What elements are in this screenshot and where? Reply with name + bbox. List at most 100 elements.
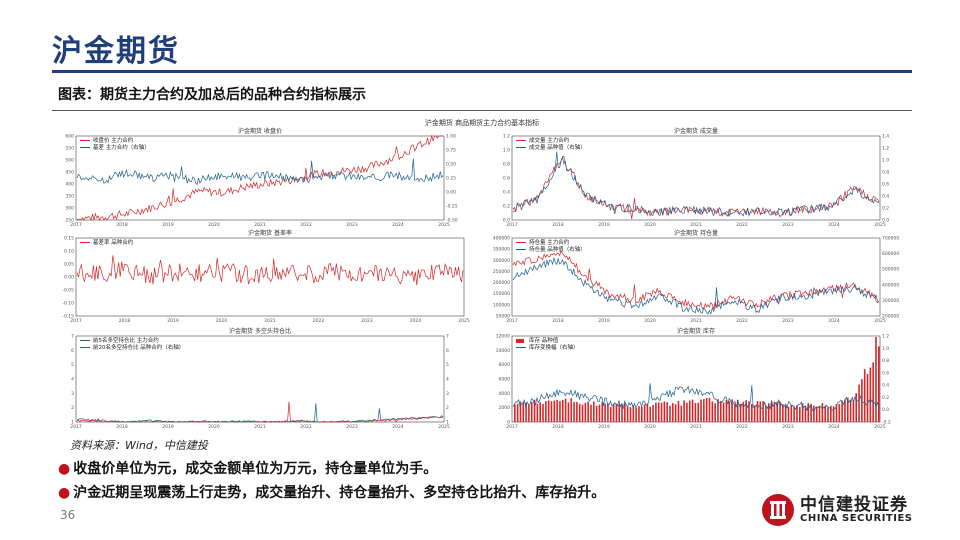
x-tick: 2023: [346, 424, 358, 430]
slide-title: 沪金期货: [52, 34, 180, 69]
inventory-bar: [559, 401, 561, 422]
series-line: [76, 158, 444, 186]
x-tick: 2018: [119, 318, 131, 324]
inventory-bar: [719, 401, 722, 422]
inventory-bar: [514, 404, 516, 422]
x-tick: 2023: [361, 318, 373, 324]
inventory-bar: [739, 404, 742, 422]
logo-name-en: CHINA SECURITIES: [800, 513, 913, 524]
inventory-bar: [762, 401, 764, 422]
legend-label: 库存变换幅（右轴）: [529, 343, 579, 351]
inventory-bar: [748, 401, 750, 422]
inventory-bar: [708, 397, 711, 422]
bullet-2: ● 沪金近期呈现震荡上行走势，成交量抬升、持仓量抬升、多空持仓比抬升、库存抬升。: [58, 482, 605, 502]
inventory-bar: [669, 405, 671, 422]
x-tick: 2024: [828, 222, 840, 228]
inventory-bar: [714, 403, 716, 422]
y-tick-left: 4000: [499, 391, 511, 397]
inventory-bar: [522, 401, 525, 422]
y-tick-left: -0.05: [62, 288, 74, 294]
y-tick-left: 6000: [499, 377, 511, 383]
bullet-1: ● 收盘价单位为元，成交金额单位为万元，持仓量单位为手。: [58, 458, 437, 478]
y-tick-right: 0.00: [446, 190, 456, 196]
y-tick-right: 0.4: [882, 383, 889, 389]
x-tick: 2022: [300, 424, 312, 430]
x-tick: 2019: [162, 424, 174, 430]
y-tick-right: 1: [446, 420, 449, 426]
y-tick-left: -0.10: [62, 301, 74, 307]
legend-label: 成交量 主力合约: [529, 136, 570, 144]
y-tick-right: 600000: [882, 251, 899, 257]
inventory-bar: [553, 400, 556, 422]
x-tick: 2017: [70, 424, 82, 430]
inventory-bar: [666, 402, 668, 422]
inventory-bar: [525, 402, 527, 422]
inventory-bar: [688, 400, 691, 422]
inventory-bar: [841, 400, 843, 422]
y-tick-right: 1.4: [882, 134, 889, 140]
inventory-bar: [657, 402, 660, 422]
x-tick: 2022: [313, 318, 325, 324]
x-tick: 2017: [70, 318, 82, 324]
y-tick-left: 4: [71, 377, 74, 383]
y-tick-right: 0.25: [446, 176, 456, 182]
chart-svg-5: 沪金期货 库存 12000 10000 8000 6000 4000 2000 0 1.2 1.0…: [496, 327, 891, 430]
y-tick-right: 400000: [882, 282, 899, 288]
x-tick: 2023: [782, 424, 794, 430]
y-tick-left: 7: [71, 334, 74, 340]
chart-title: 沪金期货 多空头持仓比: [229, 327, 291, 335]
y-tick-left: 3: [71, 391, 74, 397]
inventory-bar: [561, 399, 564, 422]
plot-frame: [511, 135, 881, 221]
inventory-bar: [683, 400, 685, 422]
x-tick: 2023: [782, 318, 794, 324]
inventory-bar: [593, 401, 595, 422]
inventory-bar: [753, 405, 756, 422]
inventory-bar: [796, 405, 798, 422]
chart-panel-close-price: 沪金期货 收盘价 600 550 500 450 400 350 300 250 1.00 0.75…: [52, 126, 472, 230]
chart-title: 沪金期货 持仓量: [674, 229, 718, 237]
y-tick-left: 0.8: [503, 162, 510, 168]
inventory-bar: [519, 401, 522, 422]
y-tick-left: 10000: [496, 348, 510, 354]
inventory-bar: [798, 406, 801, 422]
inventory-bar: [607, 403, 609, 422]
inventory-bar: [705, 398, 708, 422]
inventory-bar: [578, 403, 581, 422]
x-tick: 2021: [690, 424, 702, 430]
inventory-bar: [751, 403, 753, 422]
series-line: [512, 383, 880, 413]
y-tick-left: -0.15: [62, 314, 74, 320]
inventory-bar: [618, 404, 621, 422]
inventory-bar: [640, 406, 643, 422]
inventory-bar: [734, 403, 736, 422]
x-tick: 2020: [644, 222, 656, 228]
inventory-bar: [691, 399, 694, 422]
y-tick-left: 200000: [493, 280, 510, 286]
inventory-bar: [649, 406, 652, 422]
inventory-bar: [694, 402, 697, 422]
chart-svg-1: 沪金期货 成交量 1.2 1.0 0.8 0.6 0.4 0.2 0.0 1.4 1.2 1.0 0.…: [503, 127, 889, 228]
inventory-bar: [567, 402, 570, 422]
y-tick-left: 0.15: [64, 236, 74, 242]
inventory-bar: [866, 373, 869, 422]
y-tick-right: 0.2: [882, 206, 889, 212]
y-tick-right: 0.8: [882, 170, 889, 176]
inventory-bar: [621, 403, 623, 422]
x-tick: 2022: [736, 318, 748, 324]
bullet-dot-icon: ●: [58, 461, 71, 477]
inventory-bar: [601, 401, 604, 422]
inventory-bar: [624, 403, 626, 422]
figure-suptitle: 沪金期货 商品期货主力合约基本指标: [424, 119, 540, 127]
x-tick: 2020: [208, 424, 220, 430]
y-tick-left: 50000: [496, 314, 510, 320]
x-tick: 2020: [644, 318, 656, 324]
inventory-bar: [584, 402, 587, 422]
y-tick-left: 0.4: [503, 190, 510, 196]
inventory-bar: [759, 401, 762, 422]
y-tick-right: 1.0: [882, 346, 889, 352]
legend-swatch: [516, 339, 524, 343]
y-tick-left: 600: [65, 134, 74, 140]
inventory-bar: [722, 402, 725, 422]
inventory-bar: [736, 399, 739, 422]
